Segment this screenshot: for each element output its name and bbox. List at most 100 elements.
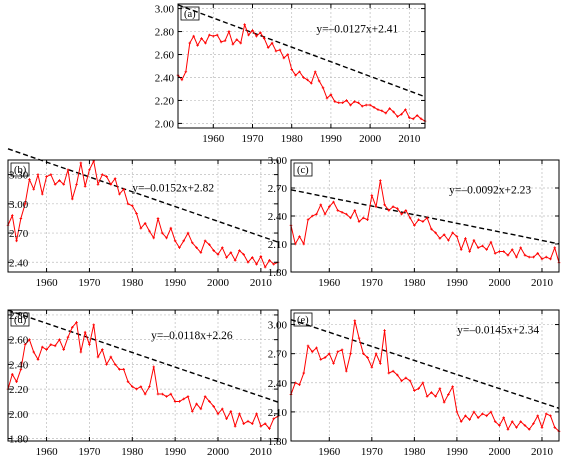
trend-equation: y=–0.0118x+2.26 [151,330,233,342]
data-point [366,218,369,222]
data-point [270,41,274,45]
data-point [468,250,471,253]
data-point [148,385,151,388]
data-point [180,78,184,82]
data-point [481,244,484,248]
y-tick-label: 2.80 [155,27,175,39]
data-point [333,100,337,103]
data-point [413,389,416,392]
data-point [220,407,224,411]
series-line [290,320,560,432]
panel-label-box [10,162,30,177]
data-point [113,177,117,180]
data-point [425,216,429,220]
data-point [45,175,48,178]
data-point [200,37,203,40]
data-point [421,220,425,223]
data-point [246,260,250,264]
data-point [231,42,235,46]
data-point [372,106,376,109]
data-point [109,355,113,359]
data-point [294,73,297,77]
x-tick-label: 1980 [121,277,144,289]
data-point [391,205,395,208]
data-point [421,381,425,385]
data-point [413,224,416,227]
data-point [417,387,420,390]
data-point [208,243,211,247]
data-point [105,175,108,178]
data-point [49,173,53,176]
data-point [32,187,36,191]
trend-equation: y=–0.0127x+2.41 [316,24,398,36]
data-point [349,352,352,355]
data-point [519,246,523,250]
chart-panel: 1960 1970 1980 1990 2000 2010 1.80 2.10 2.40 2.70… [268,309,561,458]
data-point [336,209,340,212]
x-tick-label: 2010 [531,277,554,289]
trend-line [7,309,279,403]
data-point [434,231,437,235]
data-point [306,78,309,82]
plot-frame [290,309,560,442]
data-point [323,212,327,216]
data-point [259,424,263,428]
data-point [302,76,305,79]
trend-line [290,318,560,409]
data-point [532,255,535,259]
data-point [540,426,544,429]
y-tick-label: 1.80 [268,436,288,448]
x-tick-label: 1990 [320,133,343,145]
data-point [148,229,151,233]
data-point [83,330,87,334]
data-point [438,237,442,240]
data-point [238,249,241,252]
panel-label: (b) [14,165,27,176]
data-point [459,248,463,251]
data-point [272,262,276,266]
x-tick-label: 1970 [78,446,101,458]
data-point [130,204,134,208]
data-point [464,237,467,240]
data-point [36,358,40,361]
data-point [442,233,446,236]
data-point [152,236,156,240]
data-point [362,352,365,355]
panel-label-box [10,312,30,327]
data-point [66,168,70,172]
trend-line [7,148,279,243]
data-point [139,385,143,388]
y-tick-label: 2.70 [268,183,288,195]
data-point [325,96,329,100]
data-point [332,362,335,365]
data-point [430,391,433,394]
data-point [203,395,207,398]
data-point [310,214,314,218]
data-point [337,101,341,105]
data-point [135,387,138,391]
data-point [544,255,548,259]
x-tick-label: 1970 [241,133,264,145]
y-tick-label: 2.60 [9,335,29,347]
data-point [411,117,415,121]
data-point [10,214,14,217]
y-tick-label: 2.40 [9,359,29,371]
y-tick-label: 2.40 [9,257,29,269]
data-point [182,239,186,243]
data-point [219,40,223,44]
data-point [302,371,306,375]
data-point [336,350,340,354]
data-point [527,428,531,431]
data-point [327,205,331,208]
x-tick-label: 1960 [318,277,341,289]
data-point [527,255,531,259]
data-point [379,362,382,365]
y-tick-label: 3.00 [268,320,288,332]
x-tick-label: 1960 [202,133,225,145]
data-point [169,226,173,230]
data-point [130,385,134,388]
data-point [362,216,365,220]
data-point [387,209,391,212]
data-point [45,348,48,351]
